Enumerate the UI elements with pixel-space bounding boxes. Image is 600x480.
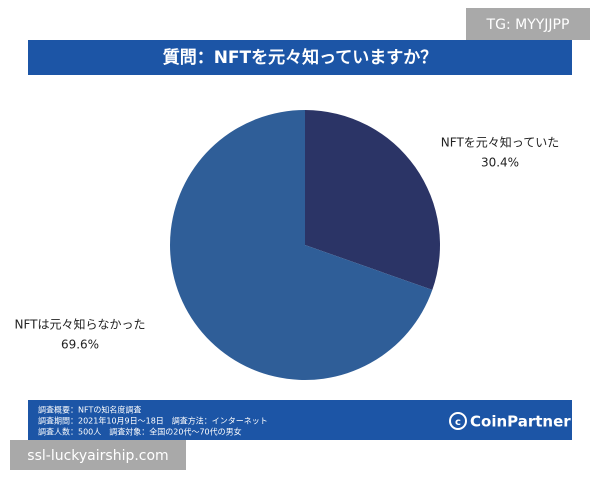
footer-line: 調査期間：2021年10月9日〜18日 調査方法：インターネット (38, 416, 268, 426)
slice-label: NFTは元々知らなかった (15, 318, 146, 332)
pie-slice (170, 110, 433, 380)
chart-title: 質問：NFTを元々知っていますか？ (163, 47, 438, 68)
footer-band (28, 400, 572, 440)
slice-label: NFTを元々知っていた (441, 136, 559, 150)
pie (170, 110, 440, 380)
brand-icon (449, 412, 467, 430)
footer-line: 調査人数：500人 調査対象：全国の20代〜70代の男女 (38, 427, 242, 437)
value-label: 30.4% (481, 156, 519, 170)
brand-icon-letter: c (455, 417, 461, 428)
watermark: TG: MYYJJPP (486, 17, 570, 33)
brand-name: CoinPartner (470, 413, 571, 431)
title-banner (28, 40, 572, 75)
footer-line: 調査概要：NFTの知名度調査 (38, 405, 141, 415)
watermark: ssl-luckyairship.com (27, 448, 168, 464)
value-label: 69.6% (61, 338, 99, 352)
brand-logo: c (449, 412, 467, 430)
watermark-box (466, 8, 590, 40)
pie-slice (305, 110, 440, 290)
watermark-box (10, 440, 186, 470)
